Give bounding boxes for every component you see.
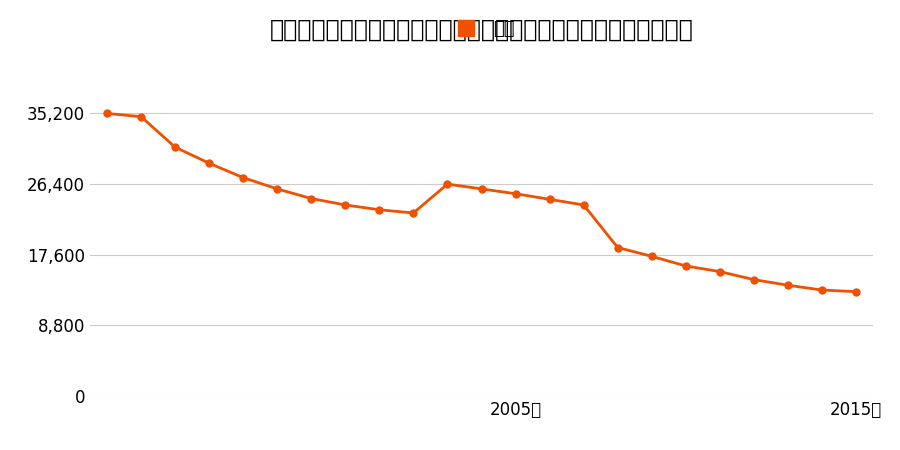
Title: 栃木県塩谷郡栗山村大字湯西川字湯平７６０番４外３筆の地価推移: 栃木県塩谷郡栗山村大字湯西川字湯平７６０番４外３筆の地価推移 <box>270 18 693 41</box>
Legend: 価格: 価格 <box>441 13 522 45</box>
